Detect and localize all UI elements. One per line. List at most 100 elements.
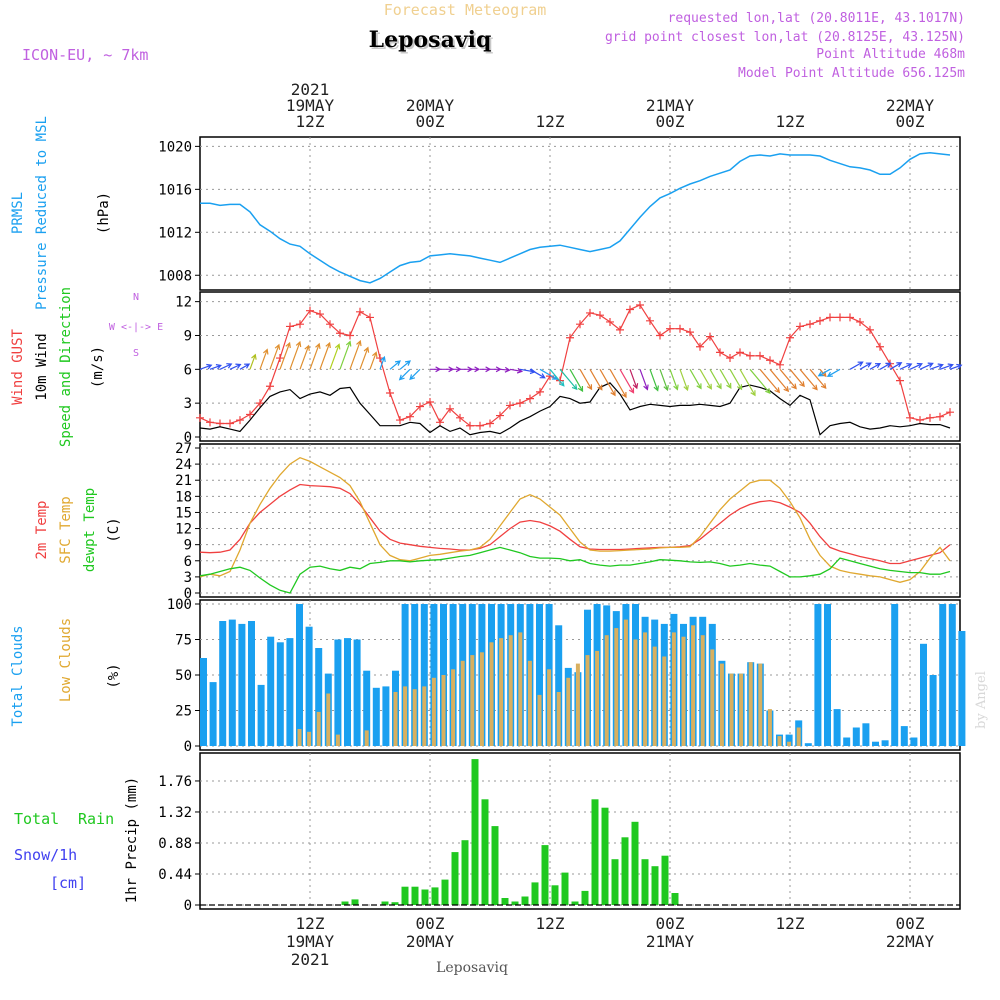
wind-arrow-55 — [749, 368, 771, 395]
gust-point-55 — [746, 351, 754, 360]
low-cloud-bar-13 — [326, 693, 331, 746]
wind-arrow-31 — [509, 367, 524, 374]
total-clouds-label: Total Clouds — [10, 625, 26, 726]
wind-arrow-50 — [699, 369, 712, 390]
wind-arrow-68 — [879, 362, 892, 370]
total-cloud-bar-64 — [814, 604, 822, 746]
total-cloud-bar-15 — [344, 638, 351, 746]
grid-point-coords: grid point closest lon,lat (20.8125E, 43… — [605, 30, 965, 45]
low-cloud-bar-17 — [364, 730, 369, 746]
low-cloud-bar-29 — [479, 652, 484, 746]
panel-0: 1008 1012 1016 1020 — [158, 136, 961, 291]
rain-bar-28 — [481, 799, 489, 905]
wind-arrow-25 — [449, 366, 462, 373]
bottom-time-label-3-1: 21MAY — [646, 932, 695, 951]
gust-point-38 — [576, 320, 584, 329]
low-cloud-bar-34 — [527, 660, 532, 746]
wind-arrow-74 — [939, 363, 954, 370]
ytick-label-3-2: 50 — [175, 668, 192, 684]
gust-point-7 — [266, 382, 274, 391]
gust-point-12 — [316, 310, 324, 319]
clouds-unit: (%) — [106, 663, 122, 688]
wind-arrow-43 — [629, 369, 639, 390]
gust-point-68 — [876, 342, 884, 351]
gust-point-15 — [346, 331, 354, 340]
gust-point-70 — [896, 376, 904, 385]
low-cloud-bar-36 — [547, 669, 552, 746]
gust-point-62 — [816, 316, 824, 325]
total-cloud-bar-6 — [257, 684, 265, 746]
wind-arrow-70 — [899, 363, 913, 370]
pressure-labels: PRMSL Pressure Reduced to MSL (hPa) — [10, 116, 112, 310]
prmsl-line — [200, 152, 951, 284]
wind-arrow-8 — [279, 341, 291, 370]
rain-bar-25 — [451, 852, 459, 905]
rain-bar-43 — [631, 821, 639, 905]
ytick-label-0-1: 1012 — [158, 225, 192, 241]
gust-point-45 — [646, 316, 654, 325]
wind-arrow-39 — [589, 369, 603, 391]
wind-arrow-12 — [319, 341, 331, 370]
total-cloud-bar-12 — [315, 648, 323, 746]
total-cloud-bar-8 — [276, 642, 284, 746]
low-cloud-bar-41 — [595, 650, 600, 746]
low-cloud-bar-55 — [729, 673, 734, 746]
gust-point-17 — [366, 313, 374, 322]
gust-point-13 — [326, 320, 334, 329]
gust-point-74 — [936, 412, 944, 421]
gust-point-21 — [406, 412, 414, 421]
bottom-time-label-0-0: 12Z — [296, 914, 325, 933]
bottom-time-label-5-1: 22MAY — [886, 932, 935, 951]
low-cloud-bar-28 — [470, 655, 475, 746]
gust-point-75 — [946, 408, 954, 417]
rain-bar-20 — [401, 886, 409, 905]
gust-line — [199, 304, 951, 427]
low-cloud-bar-26 — [451, 669, 456, 746]
rain-bar-40 — [601, 807, 609, 905]
wind-arrow-37 — [569, 369, 584, 393]
rain-bar-21 — [411, 886, 419, 905]
wind-arrow-53 — [729, 369, 743, 391]
ytick-label-3-4: 100 — [167, 597, 192, 613]
wind-arrow-3 — [229, 363, 242, 370]
total-cloud-bar-0 — [200, 658, 207, 746]
title-top: Forecast Meteogram — [384, 1, 547, 19]
wind-arrow-47 — [669, 369, 679, 391]
gust-point-11 — [306, 306, 314, 315]
rain-bar-23 — [431, 887, 439, 905]
ytick-label-3-1: 25 — [175, 704, 192, 720]
total-cloud-bar-70 — [872, 741, 879, 746]
model-altitude: Model Point Altitude 656.125m — [738, 66, 965, 81]
gust-point-50 — [696, 342, 704, 351]
low-cloud-bar-35 — [537, 694, 542, 746]
dir-n-label: N — [133, 292, 139, 303]
snow-label: Snow/1h — [14, 846, 77, 864]
top-time-label-3-1: 00Z — [656, 112, 685, 131]
gust-point-20 — [396, 416, 404, 425]
rain-bar-24 — [441, 879, 449, 905]
total-cloud-bar-35 — [536, 604, 543, 746]
rain-bar-44 — [641, 859, 649, 905]
point-altitude: Point Altitude 468m — [816, 47, 965, 62]
low-cloud-bar-20 — [393, 692, 398, 746]
rain-label: Rain — [78, 810, 114, 828]
gust-point-63 — [826, 313, 834, 322]
low-cloud-bar-43 — [614, 628, 619, 746]
wind-arrow-2 — [219, 363, 233, 370]
rain-bar-39 — [591, 799, 599, 905]
low-cloud-bar-25 — [441, 675, 446, 746]
wind-arrow-42 — [619, 369, 635, 394]
wind-arrow-35 — [549, 368, 565, 387]
wind-arrow-6 — [259, 348, 269, 370]
low-cloud-bar-37 — [556, 692, 561, 746]
rain-bar-29 — [491, 826, 499, 905]
low-cloud-bar-62 — [796, 727, 801, 746]
total-cloud-bar-74 — [910, 737, 918, 746]
total-cloud-bar-67 — [843, 737, 851, 746]
pressure-unit: (hPa) — [96, 192, 112, 234]
wind-arrow-36 — [559, 368, 578, 391]
total-cloud-bar-16 — [353, 639, 361, 746]
gust-label: Wind GUST — [10, 329, 26, 405]
bottom-time-label-4-0: 12Z — [776, 914, 805, 933]
low-cloud-bar-61 — [787, 741, 792, 746]
